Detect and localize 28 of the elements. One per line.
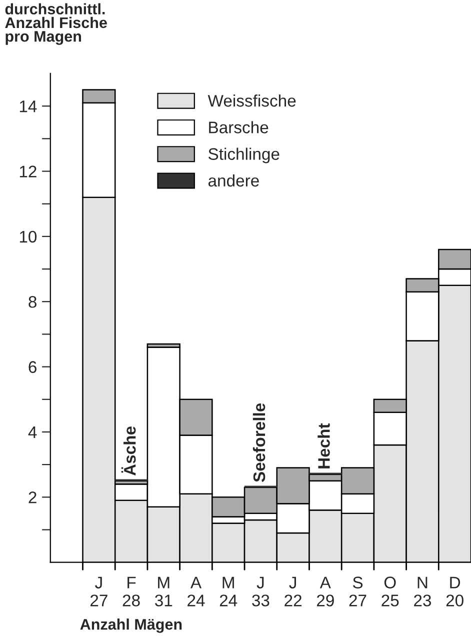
y-tick-label: 14	[20, 100, 37, 112]
x-tick-label: F 28	[122, 576, 140, 606]
x-tick-label: M 31	[155, 576, 172, 606]
y-axis-title: durchschnittl. Anzahl Fische pro Magen	[5, 3, 107, 45]
x-tick-label: O 25	[382, 576, 399, 606]
y-tick-label: 4	[28, 426, 37, 438]
legend-label: andere	[208, 174, 259, 187]
x-tick-label: A 24	[188, 576, 205, 606]
y-tick-label: 2	[28, 492, 36, 504]
x-tick-label: M 24	[220, 576, 238, 606]
annotation: Äsche	[121, 426, 136, 476]
y-tick-label: 8	[28, 296, 36, 308]
x-tick-label: D 20	[446, 576, 464, 606]
legend-label: Weissfische	[208, 94, 296, 107]
x-axis-title: Anzahl Mägen	[80, 618, 182, 633]
x-tick-label: J 22	[284, 576, 302, 606]
x-tick-label: J 27	[90, 576, 108, 606]
legend-label: Stichlinge	[208, 148, 280, 164]
x-tick-label: N 23	[414, 576, 432, 606]
y-tick-label: 6	[28, 361, 36, 373]
annotation: Seeforelle	[252, 403, 266, 482]
y-tick-label: 12	[20, 166, 36, 178]
annotation: Hecht	[318, 423, 330, 468]
x-tick-label: S 27	[349, 576, 366, 606]
y-tick-label: 10	[20, 230, 37, 243]
x-tick-label: A 29	[316, 576, 334, 606]
x-tick-label: J 33	[252, 576, 270, 606]
legend-label: Barsche	[209, 121, 268, 134]
